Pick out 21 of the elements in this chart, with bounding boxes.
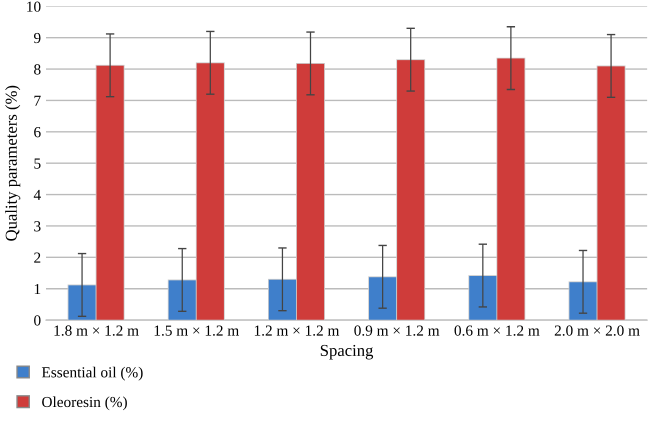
y-tick-label: 6 [34,127,41,138]
x-tick-label: 1.5 m × 1.2 m [154,325,239,336]
legend-label: Oleoresin (%) [42,396,127,410]
x-tick-label: 0.6 m × 1.2 m [454,325,540,336]
y-tick-label: 10 [27,2,41,12]
x-tick-label: 0.9 m × 1.2 m [354,325,440,336]
y-tick-label: 8 [34,64,41,75]
x-axis-title: Spacing [320,344,374,360]
legend-label: Essential oil (%) [42,366,143,381]
y-tick-label: 4 [34,190,41,200]
y-tick-label: 0 [34,315,41,326]
x-tick-label: 1.2 m × 1.2 m [254,325,340,336]
y-tick-label: 7 [34,96,41,106]
y-tick-label: 3 [34,221,41,232]
y-tick-label: 2 [34,252,40,263]
y-tick-label: 5 [34,158,41,169]
x-tick-label: 2.0 m × 2.0 m [554,325,640,336]
y-tick-label: 9 [34,32,41,44]
y-axis-title: Quality parameters (%) [5,86,20,241]
y-tick-label: 1 [34,284,40,294]
x-tick-label: 1.8 m × 1.2 m [54,325,139,336]
